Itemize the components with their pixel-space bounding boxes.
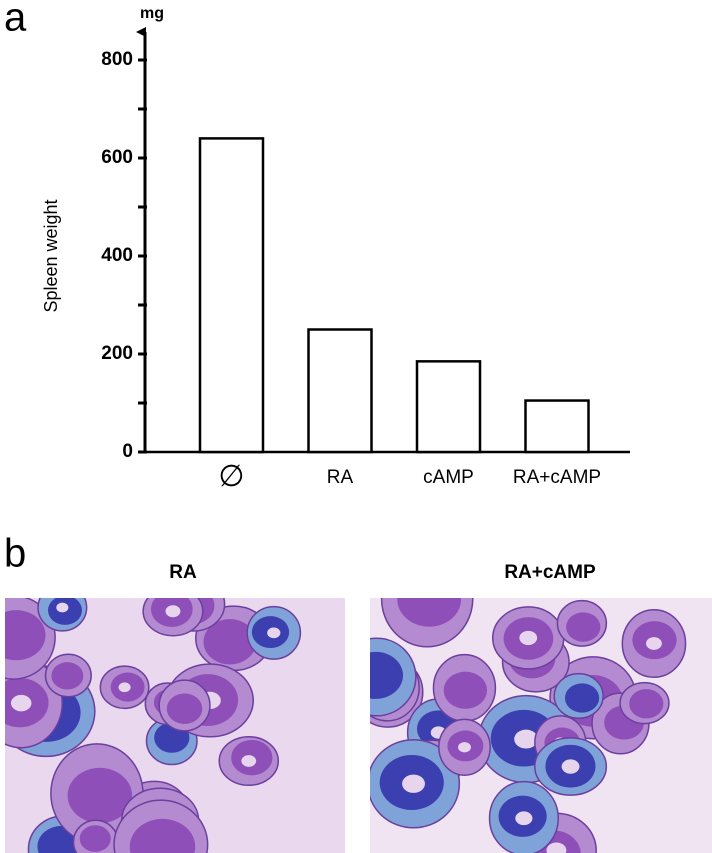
bar xyxy=(415,360,482,454)
x-tick-label: RA xyxy=(327,467,354,488)
nucleolus xyxy=(56,602,69,613)
bar xyxy=(524,399,590,454)
nucleolus xyxy=(519,630,538,646)
nucleolus xyxy=(546,842,567,853)
nucleolus xyxy=(646,637,662,650)
nucleus xyxy=(370,651,404,699)
bar xyxy=(198,137,265,454)
nucleus xyxy=(564,683,600,713)
nucleus xyxy=(397,598,462,627)
y-tick-label: 600 xyxy=(101,147,133,168)
x-tick-label: cAMP xyxy=(423,467,474,488)
nucleus xyxy=(5,610,46,661)
nucleus xyxy=(51,662,84,690)
nucleolus xyxy=(118,682,131,693)
y-tick-label: 0 xyxy=(122,441,133,462)
x-tick-label: RA+cAMP xyxy=(513,467,601,488)
nucleolus xyxy=(515,811,533,826)
image-caption: RA+cAMP xyxy=(504,562,596,583)
y-unit: mg xyxy=(140,5,164,22)
nucleus xyxy=(566,612,601,642)
y-axis-label: Spleen weight xyxy=(41,199,61,312)
nucleolus xyxy=(165,605,181,618)
panel-label: a xyxy=(4,0,27,40)
nucleolus xyxy=(514,729,538,749)
y-tick-label: 200 xyxy=(101,343,133,364)
nucleolus xyxy=(10,694,32,712)
nucleus xyxy=(67,767,133,824)
nucleolus xyxy=(561,759,580,774)
image-caption: RA xyxy=(169,562,197,583)
nucleolus xyxy=(267,627,281,639)
nucleus xyxy=(129,818,196,853)
nucleus xyxy=(629,689,664,719)
nucleus xyxy=(203,619,257,665)
nucleolus xyxy=(241,755,257,767)
bar xyxy=(307,328,373,454)
nucleolus xyxy=(402,774,425,793)
nucleus xyxy=(166,693,203,724)
panel-label: b xyxy=(4,532,26,576)
nucleus xyxy=(443,671,488,709)
nucleolus xyxy=(458,742,471,753)
micrograph xyxy=(370,598,712,853)
y-tick-label: 800 xyxy=(101,49,133,70)
x-tick-label: ∅ xyxy=(218,460,244,493)
y-tick-label: 400 xyxy=(101,245,133,266)
nucleus xyxy=(79,825,111,852)
micrograph xyxy=(5,598,345,853)
